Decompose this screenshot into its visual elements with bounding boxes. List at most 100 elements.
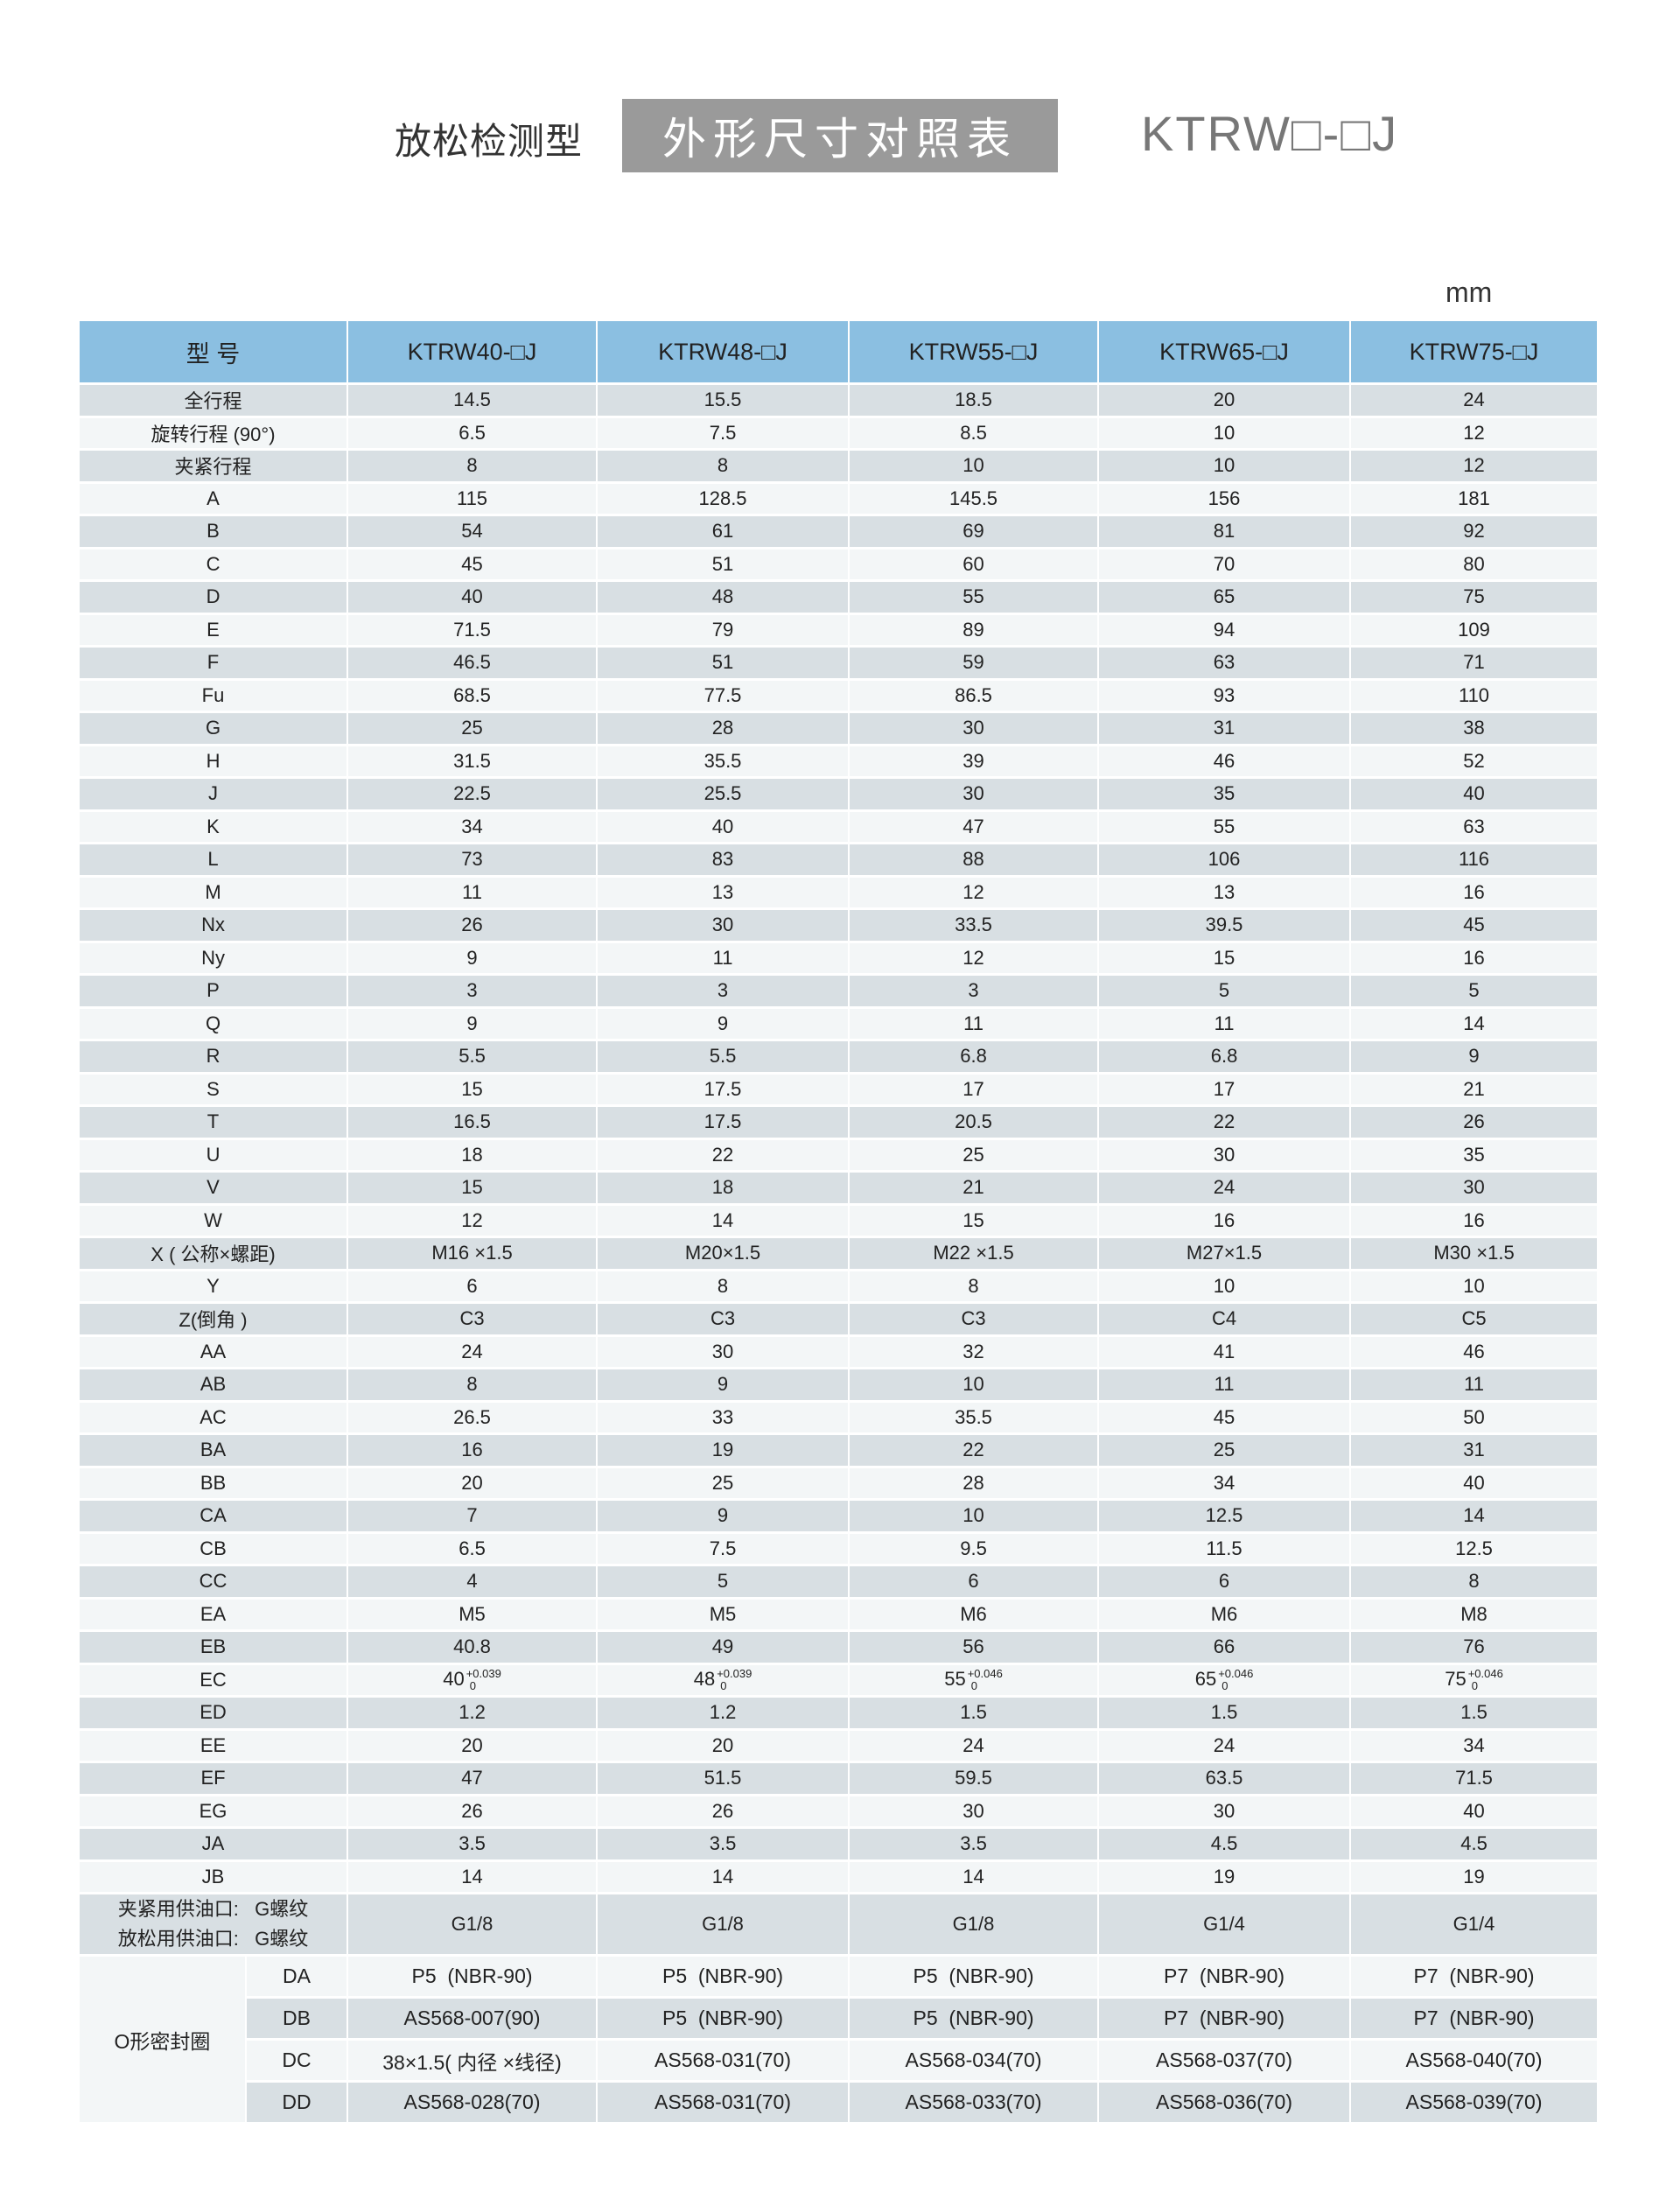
table-row: U 18 22 25 30 35 bbox=[80, 1139, 1600, 1173]
row-label: BA bbox=[80, 1435, 349, 1468]
table-row: V 15 18 21 24 30 bbox=[80, 1173, 1600, 1206]
oil-port-label-line: 放松用供油口: G螺纹 bbox=[117, 1928, 309, 1950]
table-cell: 24 bbox=[1099, 1173, 1352, 1206]
row-label: EB bbox=[80, 1632, 349, 1665]
table-cell: 20 bbox=[598, 1730, 850, 1763]
table-cell: 24 bbox=[850, 1730, 1100, 1763]
dimension-table: 型 号 KTRW40-□J KTRW48-□J KTRW55-□J KTRW65… bbox=[80, 321, 1600, 2125]
table-cell: 71 bbox=[1351, 648, 1600, 681]
unit-label: mm bbox=[1446, 277, 1493, 308]
row-label: CC bbox=[80, 1566, 349, 1600]
table-cell: 10 bbox=[1099, 1271, 1352, 1304]
table-cell: 38×1.5( 内径 ×线径) bbox=[348, 2041, 598, 2083]
table-cell: 47 bbox=[348, 1763, 598, 1796]
table-cell: 6 bbox=[1099, 1566, 1352, 1600]
table-row: T 16.5 17.5 20.5 22 26 bbox=[80, 1107, 1600, 1140]
header-row: 型 号 KTRW40-□J KTRW48-□J KTRW55-□J KTRW65… bbox=[80, 321, 1600, 385]
table-cell: 83 bbox=[598, 844, 850, 878]
table-cell: 5 bbox=[1099, 976, 1352, 1009]
table-cell: 5.5 bbox=[348, 1041, 598, 1075]
table-cell: 40 bbox=[1351, 1796, 1600, 1829]
table-cell: 40 +0.039 0 bbox=[348, 1664, 598, 1698]
row-label: G bbox=[80, 713, 349, 746]
table-cell: 25.5 bbox=[598, 779, 850, 812]
table-cell: 40 bbox=[1351, 1467, 1600, 1501]
table-cell: 59 bbox=[850, 648, 1100, 681]
table-cell: 20 bbox=[1099, 385, 1352, 418]
table-cell: 16 bbox=[1099, 1205, 1352, 1238]
table-cell: P7 (NBR-90) bbox=[1099, 1999, 1352, 2041]
oring-code: DA bbox=[247, 1957, 349, 1999]
table-cell: AS568-039(70) bbox=[1351, 2083, 1600, 2125]
table-cell: 48 +0.039 0 bbox=[598, 1664, 850, 1698]
table-cell: 8 bbox=[1351, 1566, 1600, 1600]
table-row: J 22.5 25.5 30 35 40 bbox=[80, 779, 1600, 812]
table-cell: 45 bbox=[1351, 910, 1600, 943]
table-cell: AS568-034(70) bbox=[850, 2041, 1100, 2083]
table-cell: P7 (NBR-90) bbox=[1099, 1957, 1352, 1999]
table-cell: 4.5 bbox=[1099, 1829, 1352, 1862]
tolerance-base: 55 bbox=[944, 1667, 966, 1690]
table-cell: 22 bbox=[850, 1435, 1100, 1468]
table-cell: 39 bbox=[850, 746, 1100, 779]
table-cell: 51 bbox=[598, 648, 850, 681]
table-cell: 54 bbox=[348, 516, 598, 550]
table-cell: 46 bbox=[1099, 746, 1352, 779]
table-cell: 31 bbox=[1351, 1435, 1600, 1468]
table-cell: 11 bbox=[850, 1008, 1100, 1041]
table-cell: 1.5 bbox=[1351, 1698, 1600, 1731]
table-cell: C3 bbox=[348, 1304, 598, 1337]
table-cell: 55 bbox=[1099, 811, 1352, 844]
table-cell: 76 bbox=[1351, 1632, 1600, 1665]
table-row: M 11 13 12 13 16 bbox=[80, 877, 1600, 910]
oring-row: DB AS568-007(90) P5 (NBR-90) P5 (NBR-90) P7 … bbox=[80, 1999, 1600, 2041]
table-cell: 156 bbox=[1099, 483, 1352, 516]
table-cell: 18.5 bbox=[850, 385, 1100, 418]
table-cell: M5 bbox=[598, 1599, 850, 1632]
tolerance-lower: 0 bbox=[1222, 1678, 1228, 1692]
table-cell: 30 bbox=[598, 910, 850, 943]
table-cell: 8 bbox=[598, 451, 850, 484]
table-row: D 40 48 55 65 75 bbox=[80, 582, 1600, 615]
table-cell: 3 bbox=[850, 976, 1100, 1009]
table-cell: 94 bbox=[1099, 614, 1352, 648]
table-cell: 21 bbox=[1351, 1074, 1600, 1107]
table-cell: 60 bbox=[850, 549, 1100, 582]
table-cell: G1/4 bbox=[1099, 1894, 1352, 1957]
table-cell: AS568-033(70) bbox=[850, 2083, 1100, 2125]
tolerance-upper: +0.046 bbox=[967, 1666, 1003, 1680]
table-cell: 6.8 bbox=[1099, 1041, 1352, 1075]
table-cell: 25 bbox=[598, 1467, 850, 1501]
table-cell: 55 +0.046 0 bbox=[850, 1664, 1100, 1698]
tolerance-upper: +0.046 bbox=[1218, 1666, 1254, 1680]
table-cell: 17.5 bbox=[598, 1107, 850, 1140]
table-row: Fu 68.5 77.5 86.5 93 110 bbox=[80, 680, 1600, 713]
table-cell: 25 bbox=[1099, 1435, 1352, 1468]
column-header: KTRW48-□J bbox=[598, 321, 850, 385]
table-cell: 5.5 bbox=[598, 1041, 850, 1075]
table-cell: P7 (NBR-90) bbox=[1351, 1957, 1600, 1999]
table-cell: 14 bbox=[598, 1861, 850, 1894]
subtitle: 放松检测型 bbox=[395, 121, 584, 162]
row-label: BB bbox=[80, 1467, 349, 1501]
table-cell: 86.5 bbox=[850, 680, 1100, 713]
table-cell: 73 bbox=[348, 844, 598, 878]
table-cell: P5 (NBR-90) bbox=[598, 1957, 850, 1999]
table-cell: 80 bbox=[1351, 549, 1600, 582]
table-cell: 12 bbox=[348, 1205, 598, 1238]
table-cell: 12 bbox=[850, 877, 1100, 910]
table-cell: 6.5 bbox=[348, 417, 598, 451]
tolerance-lower: 0 bbox=[1471, 1678, 1478, 1692]
row-label: C bbox=[80, 549, 349, 582]
table-cell: 38 bbox=[1351, 713, 1600, 746]
table-row: G 25 28 30 31 38 bbox=[80, 713, 1600, 746]
tolerance: +0.046 0 bbox=[1468, 1667, 1503, 1692]
table-cell: 19 bbox=[1351, 1861, 1600, 1894]
table-row: E 71.5 79 89 94 109 bbox=[80, 614, 1600, 648]
table-cell: 13 bbox=[598, 877, 850, 910]
table-cell: M30 ×1.5 bbox=[1351, 1238, 1600, 1271]
table-cell: 3.5 bbox=[598, 1829, 850, 1862]
table-cell: 71.5 bbox=[1351, 1763, 1600, 1796]
table-cell: AS568-028(70) bbox=[348, 2083, 598, 2125]
table-cell: 3 bbox=[348, 976, 598, 1009]
